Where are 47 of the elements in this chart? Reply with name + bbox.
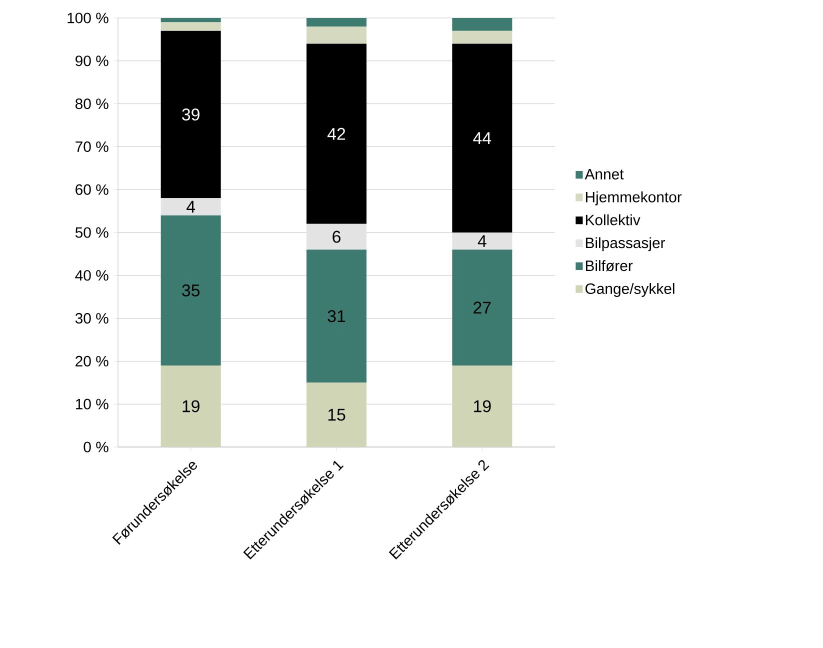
bar [452,44,512,232]
data-label: 27 [474,302,491,314]
bar [306,18,367,27]
y-tick-label: 70 % [76,141,108,152]
bar [452,250,512,366]
y-tick-label: 80 % [75,98,108,110]
bar [306,250,367,383]
data-label: 4 [478,235,486,247]
legend-label: Bilfører [586,260,633,272]
y-tick-label: 50 % [75,227,108,238]
data-label: 39 [182,108,200,121]
y-tick-label: 60 % [76,184,108,195]
data-label: 19 [474,400,491,412]
y-tick-label: 100 % [68,12,108,24]
y-tick-label: 0 % [84,442,108,452]
data-label: 4 [186,200,196,213]
bar [452,365,512,447]
bar [306,26,367,44]
y-tick-label: 10 % [76,398,108,410]
y-tick-label: 20 % [76,356,108,366]
bar [306,382,367,447]
bar [160,365,221,447]
bar [452,232,512,250]
bar [160,18,221,22]
bar [160,198,221,216]
bar [306,44,367,224]
data-label: 44 [473,132,492,144]
bar [160,22,221,31]
bar [160,215,221,366]
y-tick-label: 30 % [75,313,108,324]
legend-label: Gange/sykkel [586,283,674,297]
bar [306,224,367,250]
bar [160,30,221,198]
y-tick-label: 90 % [76,56,108,66]
data-label: 19 [182,400,200,412]
data-label: 42 [327,128,346,140]
legend-label: Annet [584,169,624,180]
legend-label: Hjemmekontor [586,191,682,206]
data-label: 35 [182,284,200,296]
bar [452,30,512,44]
legend-label: Kollektiv [586,214,640,226]
y-tick-label: 40 % [75,270,108,281]
data-label: 6 [332,230,340,243]
data-label: 31 [328,310,346,322]
legend-label: Bilpassasjer [586,237,666,252]
bar [452,18,512,31]
data-label: 15 [328,408,346,421]
